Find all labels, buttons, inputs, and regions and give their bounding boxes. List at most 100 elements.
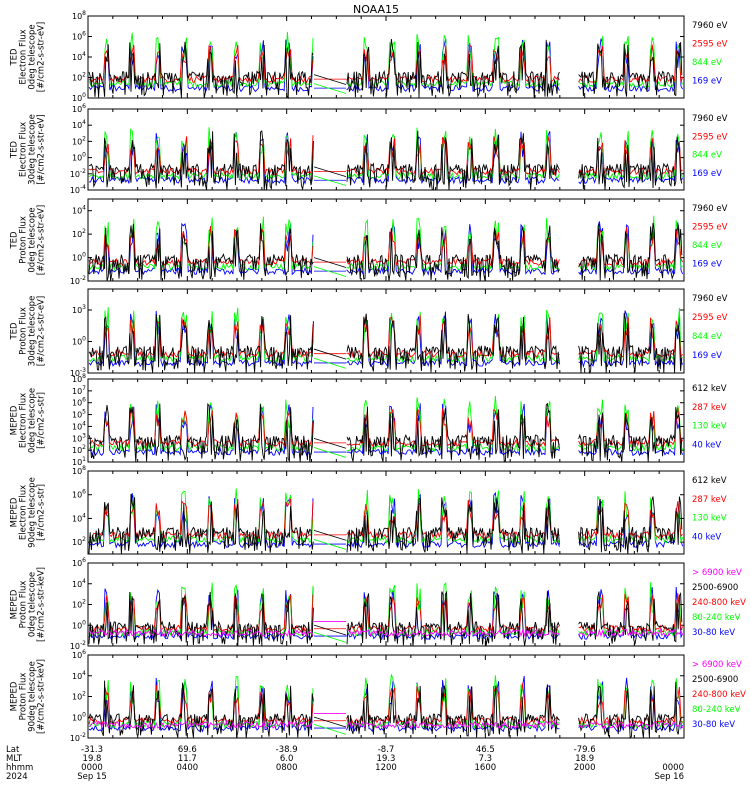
legend-entry: 7960 eV	[692, 294, 728, 304]
y-tick-label: 102	[72, 135, 86, 146]
x-tick-label: 19.3	[377, 754, 396, 764]
x-tick-label: 0800	[276, 763, 298, 773]
y-tick-label: 100	[72, 252, 86, 263]
legend-entry: 287 keV	[692, 495, 727, 505]
gap-connector	[313, 348, 347, 360]
y-tick-label: 104	[72, 420, 86, 431]
legend-entry: 2595 eV	[692, 223, 728, 233]
y-tick-label: 102	[72, 599, 86, 610]
gap-connector	[313, 166, 347, 178]
y-axis-label: TEDProton Flux0deg telescope[#/cm2-s-str…	[10, 205, 47, 275]
y-tick-label: 106	[72, 649, 86, 660]
y-tick-label: 100	[72, 92, 86, 103]
legend-entry: 612 keV	[692, 476, 727, 486]
y-axis-label: TEDElectron Flux30deg telescope[#/cm2-s-…	[10, 114, 47, 185]
series-trace-black	[88, 590, 683, 647]
x-tick-label: 0400	[177, 763, 199, 773]
panels: 100 102 104 106 108 TEDElectron Flux0deg tele…	[10, 10, 747, 743]
legend-entry: 40 keV	[692, 440, 721, 450]
x-tick-label: -79.6	[574, 745, 596, 755]
x-tick-label: 6.0	[280, 754, 294, 764]
x-tick-label: 0000	[662, 763, 684, 773]
y-tick-label: 10-2	[70, 640, 86, 651]
legend-entry: 40 keV	[692, 532, 721, 542]
series-trace-blue	[88, 403, 684, 457]
y-tick-label: 102	[72, 691, 86, 702]
gap-connector	[313, 624, 347, 636]
y-axis-label: MEPEDProton Flux90deg telescope[#/cm2-s-…	[10, 659, 47, 734]
x-tick-label: 7.3	[479, 754, 493, 764]
y-tick-label: 108	[72, 373, 86, 384]
y-tick-label: 106	[72, 489, 86, 500]
panel-1: 100 102 104 106 108 TEDElectron Flux0deg tele…	[10, 10, 728, 103]
legend-entry: 169 eV	[692, 260, 722, 270]
legend-entry: 2500-6900	[692, 675, 738, 685]
y-axis-label: MEPEDElectron Flux90deg telescope[#/cm2-…	[10, 477, 47, 548]
y-tick-label: 100	[72, 619, 86, 630]
y-tick-label: 105	[72, 409, 86, 420]
legend-entry: 7960 eV	[692, 204, 728, 214]
series-trace-red	[88, 315, 683, 359]
y-tick-label: 104	[72, 205, 86, 216]
panel-6: 102 104 106 108 MEPEDElectron Flux90deg tele…	[10, 465, 727, 555]
y-tick-label: 108	[72, 465, 86, 476]
y-tick-label: 104	[72, 512, 86, 523]
y-tick-label: 106	[72, 103, 86, 114]
gap-connector	[313, 529, 347, 541]
plot-title: NOAA15	[353, 3, 399, 16]
x-tick-label: Sep 16	[654, 772, 684, 782]
legend-entry: 130 keV	[692, 514, 727, 524]
x-tick-label: 69.6	[178, 745, 197, 755]
gap-connector	[313, 83, 347, 94]
y-tick-label: 104	[72, 670, 86, 681]
gap-connector	[313, 74, 347, 85]
y-tick-label: 104	[72, 578, 86, 589]
x-row-label: hhmm	[6, 763, 33, 773]
series-trace-black	[88, 38, 683, 100]
series-trace-black	[88, 402, 683, 463]
y-tick-label: 100	[72, 152, 86, 163]
legend-entry: 844 eV	[692, 241, 722, 251]
x-tick-label: 2000	[574, 763, 596, 773]
y-tick-label: 102	[72, 444, 86, 455]
legend-entry: 169 eV	[692, 169, 722, 179]
y-tick-label: 101	[72, 456, 86, 467]
series-trace-black	[88, 222, 683, 281]
legend-entry: > 6900 keV	[692, 660, 742, 670]
legend-entry: 7960 eV	[692, 21, 728, 31]
y-tick-label: 100	[72, 336, 86, 347]
y-tick-label: 102	[72, 228, 86, 239]
series-trace-black	[88, 311, 683, 375]
panel-2: 10-4 10-2 100 102 104 106 TEDElectron Flux30de…	[10, 103, 728, 195]
y-tick-label: 10-4	[70, 184, 86, 195]
legend-entry: 844 eV	[692, 58, 722, 68]
legend-entry: 130 keV	[692, 422, 727, 432]
gap-connector	[313, 724, 347, 735]
series-trace-black	[88, 130, 683, 191]
gap-connector	[313, 539, 347, 550]
x-tick-label: 0000	[81, 763, 103, 773]
y-tick-label: 102	[72, 536, 86, 547]
x-tick-label: 46.5	[476, 745, 495, 755]
panel-4: 10-3 100 103 TEDProton Flux30deg telescope[…	[10, 288, 728, 378]
x-tick-label: 19.8	[83, 754, 102, 764]
y-tick-label: 10-2	[70, 732, 86, 743]
legend-entry: 2595 eV	[692, 313, 728, 323]
y-tick-label: 103	[72, 432, 86, 443]
series-trace-black	[88, 493, 683, 554]
legend-entry: > 6900 keV	[692, 568, 742, 578]
y-axis-label: MEPEDProton Flux0deg telescope[#/cm2-s-s…	[10, 567, 47, 642]
y-tick-label: 10-3	[70, 367, 86, 378]
legend-entry: 240-800 keV	[692, 598, 746, 608]
x-tick-label: 1600	[475, 763, 497, 773]
series-trace-magenta	[88, 627, 684, 638]
y-tick-label: 10-2	[70, 168, 86, 179]
gap-connector	[313, 266, 347, 277]
legend-entry: 169 eV	[692, 351, 722, 361]
legend-entry: 844 eV	[692, 332, 722, 342]
legend-entry: 2595 eV	[692, 132, 728, 142]
series-trace-blue	[88, 221, 684, 276]
